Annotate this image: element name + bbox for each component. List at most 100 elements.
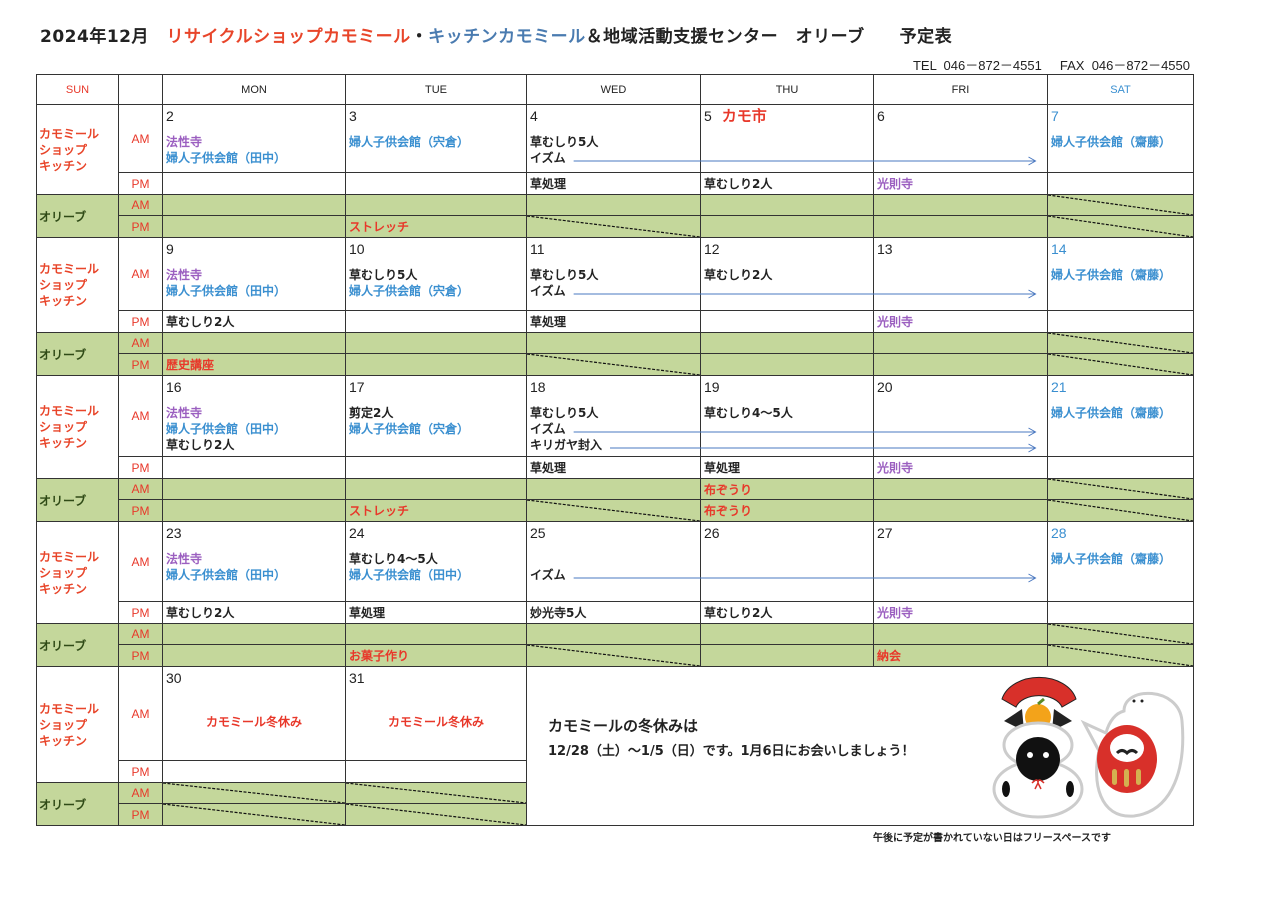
olive-am-cell[interactable] [873, 478, 1048, 500]
pm-cell[interactable]: 光則寺 [873, 310, 1048, 333]
day-cell-3[interactable]: 3 婦人子供会館（宍倉） [345, 104, 527, 173]
pm-cell[interactable] [1047, 456, 1194, 479]
olive-pm-cell[interactable] [526, 353, 701, 376]
olive-am-cell[interactable] [1047, 623, 1194, 645]
day-cell-7[interactable]: 7 婦人子供会館（齋藤） [1047, 104, 1194, 173]
olive-pm-cell[interactable] [700, 215, 874, 238]
olive-am-cell[interactable] [873, 194, 1048, 216]
olive-am-cell[interactable] [162, 478, 346, 500]
day-cell-28[interactable]: 28 婦人子供会館（齋藤） [1047, 521, 1194, 602]
pm-cell[interactable]: 草むしり2人 [700, 172, 874, 195]
pm-cell[interactable]: 草処理 [526, 456, 701, 479]
olive-pm-cell[interactable]: ストレッチ [345, 499, 527, 522]
olive-am-cell[interactable] [1047, 332, 1194, 354]
olive-pm-cell[interactable] [700, 353, 874, 376]
pm-cell[interactable]: 光則寺 [873, 601, 1048, 624]
pm-cell[interactable] [345, 760, 527, 783]
olive-pm-cell[interactable] [1047, 499, 1194, 522]
olive-am-cell[interactable] [1047, 194, 1194, 216]
olive-pm-cell[interactable] [162, 644, 346, 667]
pm-cell[interactable] [162, 456, 346, 479]
day-cell-21[interactable]: 21 婦人子供会館（齋藤） [1047, 375, 1194, 457]
olive-am-cell[interactable] [873, 332, 1048, 354]
day-cell-4[interactable]: 4 草むしり5人 イズム [526, 104, 701, 173]
pm-cell[interactable] [345, 172, 527, 195]
olive-pm-cell[interactable]: 歴史講座 [162, 353, 346, 376]
olive-am-cell[interactable] [700, 194, 874, 216]
olive-am-cell[interactable] [873, 623, 1048, 645]
pm-cell[interactable] [1047, 601, 1194, 624]
day-cell-14[interactable]: 14 婦人子供会館（齋藤） [1047, 237, 1194, 311]
olive-pm-cell[interactable]: お菓子作り [345, 644, 527, 667]
day-cell-16[interactable]: 16 法性寺 婦人子供会館（田中） 草むしり2人 [162, 375, 346, 457]
day-cell-27[interactable]: 27 [873, 521, 1048, 602]
olive-am-cell[interactable] [162, 782, 346, 804]
day-cell-26[interactable]: 26 [700, 521, 874, 602]
olive-am-cell[interactable] [162, 194, 346, 216]
pm-cell[interactable] [162, 172, 346, 195]
day-cell-20[interactable]: 20 [873, 375, 1048, 457]
day-cell-12[interactable]: 12 草むしり2人 [700, 237, 874, 311]
olive-pm-cell[interactable]: 納会 [873, 644, 1048, 667]
olive-am-cell[interactable] [345, 332, 527, 354]
olive-pm-cell[interactable]: 布ぞうり [700, 499, 874, 522]
olive-am-cell[interactable] [1047, 478, 1194, 500]
pm-cell[interactable] [1047, 172, 1194, 195]
day-cell-30[interactable]: 30 カモミール冬休み [162, 666, 346, 761]
olive-pm-cell[interactable] [162, 803, 346, 826]
olive-pm-cell[interactable] [1047, 215, 1194, 238]
olive-pm-cell[interactable] [345, 353, 527, 376]
olive-pm-cell[interactable] [162, 499, 346, 522]
olive-pm-cell[interactable] [1047, 353, 1194, 376]
olive-pm-cell[interactable] [1047, 644, 1194, 667]
olive-pm-cell[interactable] [526, 499, 701, 522]
pm-cell[interactable]: 草むしり2人 [162, 601, 346, 624]
pm-cell[interactable]: 草処理 [526, 310, 701, 333]
pm-cell[interactable] [345, 310, 527, 333]
olive-am-cell[interactable] [526, 623, 701, 645]
day-cell-24[interactable]: 24 草むしり4～5人 婦人子供会館（田中） [345, 521, 527, 602]
day-cell-18[interactable]: 18 草むしり5人 イズム キリガヤ封入 [526, 375, 701, 457]
olive-am-cell[interactable] [700, 332, 874, 354]
day-cell-2[interactable]: 2 法性寺 婦人子供会館（田中） [162, 104, 346, 173]
day-cell-5[interactable]: 5 カモ市 [700, 104, 874, 173]
pm-cell[interactable] [345, 456, 527, 479]
day-cell-9[interactable]: 9 法性寺 婦人子供会館（田中） [162, 237, 346, 311]
day-cell-6[interactable]: 6 [873, 104, 1048, 173]
olive-am-cell[interactable]: 布ぞうり [700, 478, 874, 500]
day-cell-31[interactable]: 31 カモミール冬休み [345, 666, 527, 761]
pm-cell[interactable]: 草処理 [345, 601, 527, 624]
olive-am-cell[interactable] [345, 782, 527, 804]
olive-pm-cell[interactable] [345, 803, 527, 826]
pm-cell[interactable]: 妙光寺5人 [526, 601, 701, 624]
pm-cell[interactable]: 草処理 [526, 172, 701, 195]
olive-pm-cell[interactable] [873, 499, 1048, 522]
olive-am-cell[interactable] [700, 623, 874, 645]
pm-cell[interactable]: 草むしり2人 [162, 310, 346, 333]
olive-pm-cell[interactable]: ストレッチ [345, 215, 527, 238]
olive-am-cell[interactable] [162, 623, 346, 645]
olive-pm-cell[interactable] [162, 215, 346, 238]
olive-am-cell[interactable] [345, 478, 527, 500]
pm-cell[interactable]: 草むしり2人 [700, 601, 874, 624]
olive-pm-cell[interactable] [873, 353, 1048, 376]
olive-am-cell[interactable] [345, 623, 527, 645]
day-cell-13[interactable]: 13 [873, 237, 1048, 311]
pm-cell[interactable] [162, 760, 346, 783]
pm-cell[interactable]: 光則寺 [873, 172, 1048, 195]
day-cell-25[interactable]: 25 イズム [526, 521, 701, 602]
pm-cell[interactable] [1047, 310, 1194, 333]
olive-am-cell[interactable] [526, 332, 701, 354]
day-cell-19[interactable]: 19 草むしり4～5人 [700, 375, 874, 457]
olive-am-cell[interactable] [526, 194, 701, 216]
olive-pm-cell[interactable] [526, 215, 701, 238]
pm-cell[interactable]: 光則寺 [873, 456, 1048, 479]
day-cell-17[interactable]: 17 剪定2人 婦人子供会館（宍倉） [345, 375, 527, 457]
olive-pm-cell[interactable] [873, 215, 1048, 238]
day-cell-23[interactable]: 23 法性寺 婦人子供会館（田中） [162, 521, 346, 602]
day-cell-10[interactable]: 10 草むしり5人 婦人子供会館（宍倉） [345, 237, 527, 311]
olive-pm-cell[interactable] [700, 644, 874, 667]
pm-cell[interactable] [700, 310, 874, 333]
olive-pm-cell[interactable] [526, 644, 701, 667]
day-cell-11[interactable]: 11 草むしり5人 イズム [526, 237, 701, 311]
